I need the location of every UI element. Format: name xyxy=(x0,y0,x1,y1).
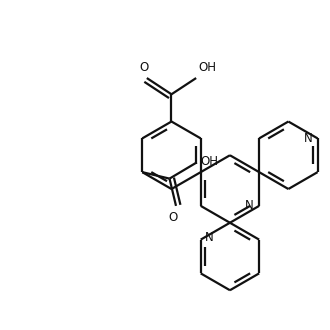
Text: O: O xyxy=(169,211,178,224)
Text: N: N xyxy=(205,231,214,244)
Text: O: O xyxy=(140,61,149,74)
Text: OH: OH xyxy=(199,61,217,74)
Text: OH: OH xyxy=(201,155,219,168)
Text: N: N xyxy=(245,199,254,213)
Text: N: N xyxy=(304,132,313,145)
